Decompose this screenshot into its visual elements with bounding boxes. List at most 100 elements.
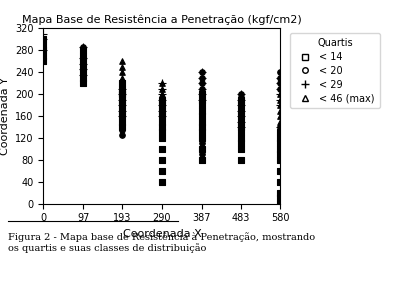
Point	[80, 62, 86, 66]
Point	[159, 119, 165, 124]
Point	[80, 67, 86, 72]
Point	[80, 59, 86, 63]
Point	[277, 130, 284, 135]
Point	[198, 130, 205, 135]
Point	[238, 92, 244, 96]
Point	[238, 147, 244, 151]
Point	[159, 114, 165, 118]
Point	[277, 92, 284, 96]
Point	[198, 70, 205, 74]
Point	[159, 86, 165, 91]
Point	[159, 108, 165, 113]
Point	[80, 73, 86, 77]
Title: Mapa Base de Resistência a Penetração (kgf/cm2): Mapa Base de Resistência a Penetração (k…	[22, 14, 302, 25]
Point	[159, 179, 165, 184]
Point	[119, 97, 126, 102]
Point	[198, 114, 205, 118]
Point	[80, 56, 86, 61]
Point	[40, 42, 47, 47]
Point	[198, 152, 205, 157]
Point	[159, 136, 165, 140]
Point	[238, 103, 244, 107]
Point	[119, 59, 126, 63]
Point	[159, 125, 165, 129]
Point	[238, 103, 244, 107]
Point	[159, 97, 165, 102]
Point	[198, 136, 205, 140]
Point	[238, 136, 244, 140]
Point	[198, 108, 205, 113]
Point	[277, 75, 284, 80]
Point	[80, 53, 86, 58]
Point	[119, 92, 126, 96]
Point	[198, 86, 205, 91]
Point	[277, 119, 284, 124]
Point	[159, 130, 165, 135]
Point	[80, 81, 86, 85]
Point	[119, 122, 126, 127]
Point	[40, 37, 47, 42]
Point	[159, 114, 165, 118]
Point	[198, 92, 205, 96]
Point	[80, 59, 86, 63]
Point	[40, 48, 47, 52]
Point	[80, 70, 86, 74]
Point	[80, 65, 86, 69]
Point	[198, 125, 205, 129]
Point	[198, 97, 205, 102]
Point	[40, 53, 47, 58]
Point	[119, 117, 126, 121]
Point	[238, 125, 244, 129]
Point	[80, 65, 86, 69]
Point	[119, 108, 126, 113]
Point	[277, 114, 284, 118]
Point	[277, 125, 284, 129]
Point	[277, 136, 284, 140]
Point	[198, 103, 205, 107]
Text: Figura 2 - Mapa base de Resistência à Penetração, mostrando
os quartis e suas cl: Figura 2 - Mapa base de Resistência à Pe…	[8, 232, 315, 253]
Point	[198, 108, 205, 113]
Point	[119, 92, 126, 96]
Point	[277, 103, 284, 107]
Point	[40, 45, 47, 50]
Point	[159, 103, 165, 107]
Point	[277, 141, 284, 146]
Point	[119, 127, 126, 132]
Point	[277, 201, 284, 206]
Point	[159, 125, 165, 129]
Point	[80, 51, 86, 55]
Point	[238, 92, 244, 96]
Point	[238, 97, 244, 102]
Point	[238, 108, 244, 113]
Point	[159, 103, 165, 107]
Point	[80, 75, 86, 80]
Point	[238, 97, 244, 102]
Point	[198, 141, 205, 146]
Point	[159, 158, 165, 162]
Point	[238, 114, 244, 118]
Point	[198, 92, 205, 96]
Point	[159, 81, 165, 85]
Point	[119, 97, 126, 102]
Point	[198, 147, 205, 151]
Point	[159, 97, 165, 102]
Point	[159, 108, 165, 113]
Point	[277, 141, 284, 146]
Point	[40, 40, 47, 44]
Point	[198, 103, 205, 107]
Point	[119, 111, 126, 115]
Point	[80, 48, 86, 52]
Point	[159, 130, 165, 135]
Point	[198, 119, 205, 124]
Point	[238, 130, 244, 135]
Point	[159, 169, 165, 173]
Point	[238, 114, 244, 118]
Point	[119, 133, 126, 138]
Point	[198, 75, 205, 80]
Point	[80, 45, 86, 50]
Point	[40, 45, 47, 50]
Point	[238, 97, 244, 102]
Y-axis label: Coordenada Y: Coordenada Y	[0, 77, 9, 155]
Point	[277, 147, 284, 151]
Point	[238, 108, 244, 113]
